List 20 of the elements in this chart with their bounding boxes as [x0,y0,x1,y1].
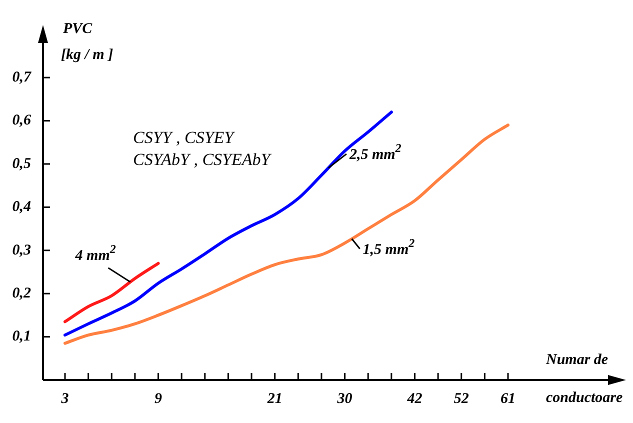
y-tick-label: 0,2 [12,285,32,302]
x-tick-label: 21 [266,390,282,407]
y-tick-label: 0,3 [12,242,32,258]
y-tick-label: 0,6 [12,112,32,129]
line-series [64,262,160,324]
y-tick-label: 0,5 [12,156,32,172]
line-series [64,124,510,345]
x-tick-label: 42 [406,390,423,407]
x-tick-label: 30 [336,390,353,407]
y-axis-title: PVC [kg / m ] [61,21,114,63]
annotation: CSYAbY , CSYEAbY [133,150,272,169]
x-tick-label: 61 [500,390,516,407]
y-tick-label: 0,4 [12,199,32,216]
y-tick-label: 0,1 [12,328,31,345]
x-tick-label: 52 [454,390,470,407]
text: Numar de conductoare [546,352,623,406]
x-tick-label: 9 [154,390,163,407]
annotation: CSYY , CSYEY [133,128,236,147]
x-tick-label: 3 [60,390,70,407]
y-tick-label: 0,7 [12,69,32,86]
